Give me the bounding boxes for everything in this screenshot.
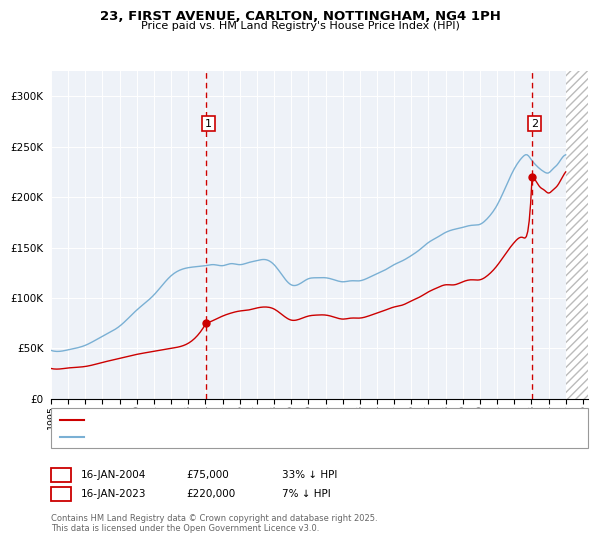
Text: 2: 2 (531, 119, 538, 129)
Text: Contains HM Land Registry data © Crown copyright and database right 2025.
This d: Contains HM Land Registry data © Crown c… (51, 514, 377, 533)
Text: 33% ↓ HPI: 33% ↓ HPI (282, 470, 337, 480)
Text: 16-JAN-2004: 16-JAN-2004 (81, 470, 146, 480)
Text: 7% ↓ HPI: 7% ↓ HPI (282, 489, 331, 499)
Text: 23, FIRST AVENUE, CARLTON, NOTTINGHAM, NG4 1PH (semi-detached house): 23, FIRST AVENUE, CARLTON, NOTTINGHAM, N… (87, 415, 466, 425)
Text: 23, FIRST AVENUE, CARLTON, NOTTINGHAM, NG4 1PH: 23, FIRST AVENUE, CARLTON, NOTTINGHAM, N… (100, 10, 500, 23)
Bar (566, 61, 588, 399)
Text: 1: 1 (58, 470, 64, 480)
Text: HPI: Average price, semi-detached house, Gedling: HPI: Average price, semi-detached house,… (87, 432, 332, 442)
Text: Price paid vs. HM Land Registry's House Price Index (HPI): Price paid vs. HM Land Registry's House … (140, 21, 460, 31)
Text: £220,000: £220,000 (186, 489, 235, 499)
Text: 16-JAN-2023: 16-JAN-2023 (81, 489, 146, 499)
Text: 2: 2 (58, 489, 64, 499)
Text: 1: 1 (205, 119, 212, 129)
Text: £75,000: £75,000 (186, 470, 229, 480)
